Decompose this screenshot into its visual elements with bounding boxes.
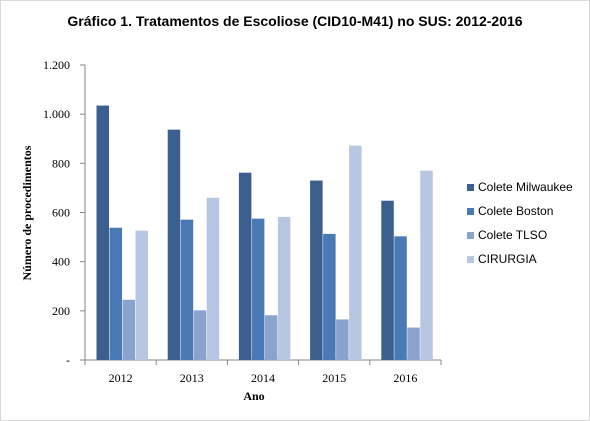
bar: [135, 230, 148, 360]
legend: Colete Milwaukee Colete Boston Colete TLSO…: [467, 180, 573, 266]
x-axis-title: Ano: [243, 389, 264, 403]
y-tick-label: 200: [52, 304, 70, 318]
bar: [238, 172, 252, 360]
y-tick-label: -: [66, 353, 70, 367]
legend-label: Colete Milwaukee: [478, 180, 573, 194]
bar: [420, 170, 433, 360]
y-tick-label: 1.200: [43, 58, 70, 72]
bar: [323, 233, 336, 360]
x-tick-label: 2014: [251, 371, 275, 385]
bar: [206, 197, 220, 360]
bar: [122, 299, 135, 360]
bar: [336, 319, 349, 360]
y-tick-label: 600: [52, 206, 70, 220]
legend-swatch: [467, 208, 474, 215]
bar: [251, 218, 265, 360]
bar: [96, 105, 109, 360]
y-tick-label: 400: [52, 255, 70, 269]
legend-label: CIRURGIA: [478, 252, 537, 266]
x-tick-label: 2013: [180, 371, 204, 385]
bar: [381, 200, 394, 360]
legend-swatch: [467, 256, 474, 263]
x-tick-label: 2012: [109, 371, 133, 385]
y-axis-title: Número de procedimentos: [20, 145, 34, 280]
y-tick-label: 800: [52, 156, 70, 170]
x-tick-label: 2015: [322, 371, 346, 385]
bar: [180, 219, 194, 360]
legend-swatch: [467, 232, 474, 239]
bar: [264, 315, 278, 360]
legend-label: Colete Boston: [478, 204, 553, 218]
legend-swatch: [467, 184, 474, 191]
bar: [167, 129, 181, 360]
bar: [407, 327, 420, 360]
plot-area: - 200 400 600 800 1.000 1.200 2012 2013 2014 2015 2…: [43, 58, 442, 385]
bar: [349, 145, 362, 360]
legend-label: Colete TLSO: [478, 228, 547, 242]
bar: [394, 236, 407, 360]
bar: [109, 227, 122, 360]
y-tick-label: 1.000: [43, 107, 70, 121]
bar: [193, 310, 207, 360]
bar: [310, 180, 323, 360]
chart-title: Gráfico 1. Tratamentos de Escoliose (CID…: [67, 13, 522, 29]
bar: [277, 216, 291, 360]
x-tick-label: 2016: [393, 371, 417, 385]
